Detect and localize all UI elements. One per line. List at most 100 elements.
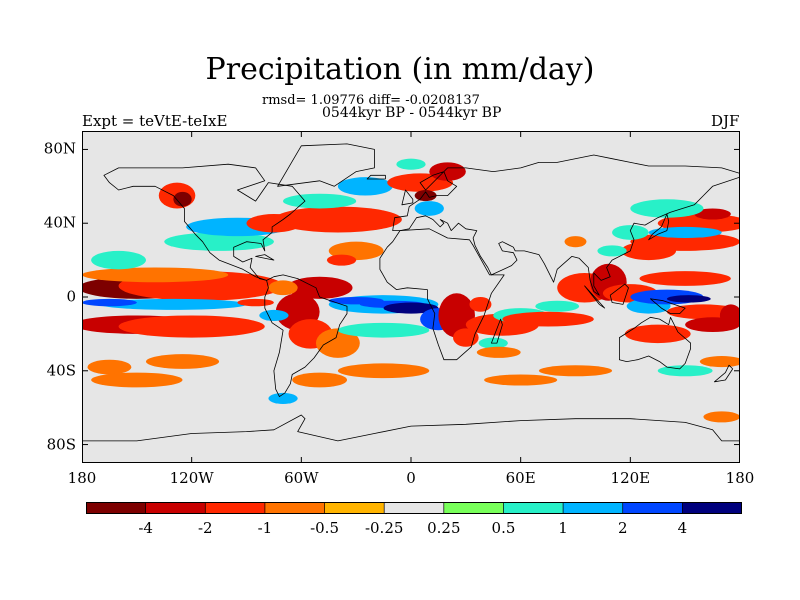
coastline [401,189,414,206]
anomaly-patch [694,208,731,220]
anomaly-patch [273,206,402,233]
anomaly-patch [82,298,137,307]
anomaly-patch [100,298,247,310]
anomaly-patch [535,300,580,312]
anomaly-patch [657,365,713,377]
anomaly-patch [91,372,183,388]
anomaly-patch [703,411,740,423]
anomaly-patch [438,293,475,338]
coastline [277,143,375,187]
coastline [619,316,691,370]
x-tick-label: 120W [169,469,214,487]
colorbar-swatch [443,502,504,514]
anomaly-patch [396,158,426,170]
colorbar-label: -0.25 [364,519,404,537]
anomaly-patch [337,177,393,196]
coastline [366,174,386,180]
anomaly-patch [719,304,740,327]
anomaly-patch [337,322,430,338]
anomaly-patch [414,190,437,202]
coastline [609,283,629,305]
coastline [264,274,348,397]
coastline [650,298,686,314]
y-tick-label: 80S [46,435,76,454]
anomaly-patch [597,245,627,257]
colorbar-label: -4 [138,519,153,537]
season-label: DJF [711,112,740,130]
anomaly-patch [237,298,274,307]
anomaly-patch [315,328,360,358]
coastline [379,228,505,361]
coastline [392,154,740,296]
chart-title: Precipitation (in mm/day) [205,52,595,87]
anomaly-patch [87,359,132,375]
colorbar-label: 2 [617,519,628,537]
colorbar-swatch [264,502,326,514]
anomaly-patch [337,363,430,379]
anomaly-patch [283,193,357,209]
colorbar-swatch [324,502,385,514]
y-tick-label: 0 [66,287,76,306]
colorbar-label: 0.5 [491,519,516,537]
anomaly-patch [476,346,521,358]
x-tick-label: 180 [725,469,755,487]
coastline [491,318,503,344]
anomaly-patch [91,250,146,270]
colorbar-swatch [86,502,147,514]
colorbar-swatch [205,502,266,514]
anomaly-patch [286,276,353,299]
anomaly-patch [328,297,384,305]
anomaly-patch [268,280,298,296]
anomaly-patch [630,199,704,218]
colorbar-swatch [682,502,742,514]
anomaly-patch [326,254,357,266]
colorbar [86,502,742,514]
y-tick-label: 40S [46,361,76,380]
coastline [648,213,670,241]
colorbar-swatch [384,502,445,514]
colorbar-swatch [503,502,564,514]
anomaly-patch [699,356,740,368]
colorbar-label: 0.25 [427,519,461,537]
coastline [103,163,306,281]
anomaly-patch [292,372,348,388]
experiment-label: Expt = teVtE-teIxE [82,112,228,130]
period-line: 0544kyr BP - 0544kyr BP [322,105,502,121]
stats-line: rmsd= 1.09776 diff= -0.0208137 [262,93,480,108]
colorbar-label: 4 [677,519,688,537]
anomaly-patch [414,201,444,216]
map-plot [82,131,740,463]
colorbar-label: -1 [257,519,273,537]
coastline [584,285,606,309]
anomaly-patch [82,267,229,283]
anomaly-patch [268,392,298,404]
anomaly-patch [666,295,711,303]
anomaly-patch [118,315,265,338]
colorbar-swatch [563,502,624,514]
coastline [82,414,740,463]
colorbar-swatch [145,502,206,514]
y-tick-label: 80N [43,139,76,158]
colorbar-swatch [622,502,683,514]
colorbar-label: -0.5 [310,519,339,537]
anomaly-patch [383,302,439,314]
anomaly-patch [612,225,649,240]
anomaly-patch [173,191,192,207]
y-tick-label: 40N [43,213,76,232]
anomaly-patch [639,271,731,286]
x-tick-label: 0 [406,469,416,487]
anomaly-patch [259,309,289,321]
x-tick-label: 120E [610,469,651,487]
coastline [255,254,275,261]
anomaly-patch [630,232,740,251]
colorbar-label: -2 [197,519,213,537]
anomaly-patch [429,162,466,181]
colorbar-frame [86,502,742,514]
anomaly-patch [502,311,594,327]
x-tick-label: 60W [284,469,319,487]
colorbar-label: 1 [558,519,568,537]
anomaly-patch [164,232,274,251]
anomaly-patch [624,324,691,344]
anomaly-patch [484,374,558,386]
anomaly-patch [469,297,492,312]
